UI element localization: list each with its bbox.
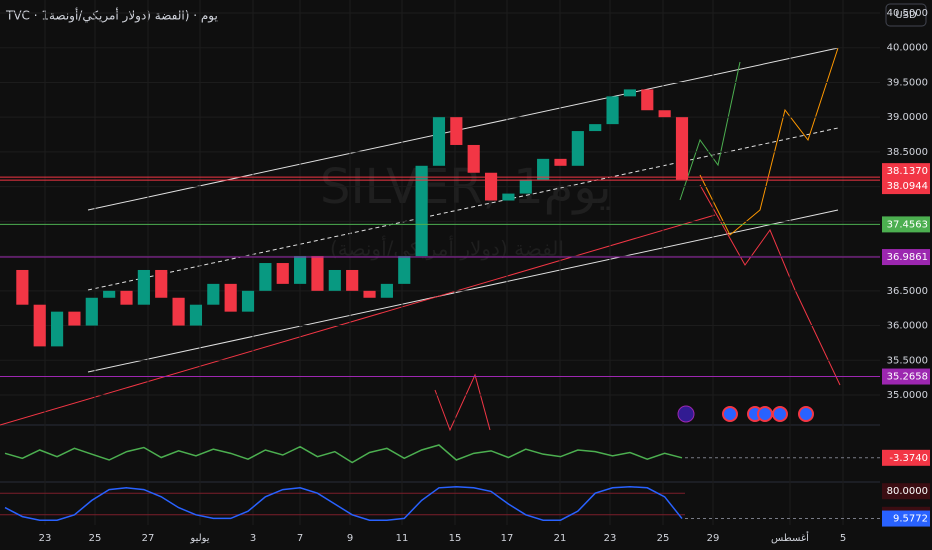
candle <box>571 131 584 166</box>
x-tick-label: 11 <box>396 533 409 544</box>
candle <box>502 193 515 201</box>
x-tick-label: 7 <box>297 533 303 544</box>
candle <box>189 304 203 326</box>
y-tick-label: 40.0000 <box>887 43 928 54</box>
candle <box>328 269 341 291</box>
candle <box>276 263 289 284</box>
candle <box>85 297 98 326</box>
y-tick-label: 40.5000 <box>887 8 928 19</box>
y-tick-label: 39.0000 <box>887 112 928 123</box>
candle <box>16 269 29 305</box>
x-tick-label: أغسطس <box>771 531 809 544</box>
candle <box>519 179 532 194</box>
x-tick-label: 25 <box>89 533 102 544</box>
y-tick-label: 80.0000 <box>887 486 928 497</box>
x-tick-label: 21 <box>554 533 567 544</box>
candle <box>623 89 636 97</box>
candle <box>432 117 446 166</box>
candle <box>658 110 671 118</box>
price-level-label-bg <box>882 368 930 385</box>
price-level-label: 38.1370 <box>887 166 928 177</box>
price-level-label: 36.9861 <box>887 252 928 263</box>
watermark-name: الفضة (دولار أمريكي/أونصة) <box>330 236 564 262</box>
candle <box>554 158 567 166</box>
candle <box>467 144 480 173</box>
x-tick-label: 23 <box>604 533 617 544</box>
y-tick-label: 35.0000 <box>887 390 928 401</box>
candle <box>120 290 133 305</box>
x-tick-label: 5 <box>840 533 846 544</box>
candle <box>51 311 64 347</box>
symbol-title: TVC · 1يوم · (الفضة (دولار أمريكي/أونصة <box>5 8 218 24</box>
y-tick-label: 35.5000 <box>887 355 928 366</box>
current-value-label: 9.5772 <box>893 514 928 525</box>
indicator-line <box>4 444 683 464</box>
price-level-label: 38.0944 <box>887 181 928 192</box>
x-tick-label: يوليو <box>189 533 209 544</box>
candle <box>241 290 255 312</box>
candle <box>68 311 81 326</box>
price-level-label-bg <box>882 216 930 233</box>
candle <box>537 158 550 180</box>
candle <box>450 117 463 145</box>
price-level-label-bg <box>882 163 930 180</box>
price-level-label: 35.2658 <box>887 372 928 383</box>
price-level-label: 37.4563 <box>887 219 928 230</box>
x-tick-label: 17 <box>501 533 514 544</box>
candle <box>346 269 359 291</box>
y-tick-label-bg <box>882 483 930 500</box>
y-tick-label: 36.5000 <box>887 286 928 297</box>
current-value-label-bg <box>882 449 930 466</box>
candle <box>259 263 272 291</box>
price-level-label-bg <box>882 249 930 266</box>
x-tick-label: 23 <box>39 533 52 544</box>
x-tick-label: 3 <box>250 533 256 544</box>
y-tick-label: 38.5000 <box>887 147 928 158</box>
price-level-label-bg <box>882 178 930 195</box>
current-value-label-bg <box>882 510 930 527</box>
event-icons <box>677 405 814 423</box>
candle <box>363 290 376 298</box>
candle <box>137 269 150 305</box>
candle <box>172 297 185 326</box>
currency-box[interactable] <box>885 3 927 27</box>
candle <box>155 269 168 298</box>
candle <box>311 256 324 291</box>
x-tick-label: 15 <box>449 533 462 544</box>
y-tick-label: 36.0000 <box>887 321 928 332</box>
currency[interactable]: USD <box>895 10 917 21</box>
candle <box>294 256 307 284</box>
y-tick-label: 39.5000 <box>887 77 928 88</box>
candle <box>415 165 428 257</box>
candle <box>33 304 46 347</box>
candle <box>207 283 220 305</box>
candle <box>675 117 689 180</box>
x-tick-label: 9 <box>347 533 353 544</box>
x-tick-label: 25 <box>657 533 670 544</box>
current-value-label: -3.3740 <box>889 453 928 464</box>
x-tick-label: 27 <box>142 533 155 544</box>
candle <box>380 283 393 298</box>
candle <box>103 290 116 298</box>
x-tick-label: 29 <box>707 533 720 544</box>
candle <box>641 89 654 111</box>
indicator-line <box>4 485 683 521</box>
candle <box>606 96 619 125</box>
candle <box>224 283 237 312</box>
candle <box>589 124 602 132</box>
candle <box>398 256 411 284</box>
